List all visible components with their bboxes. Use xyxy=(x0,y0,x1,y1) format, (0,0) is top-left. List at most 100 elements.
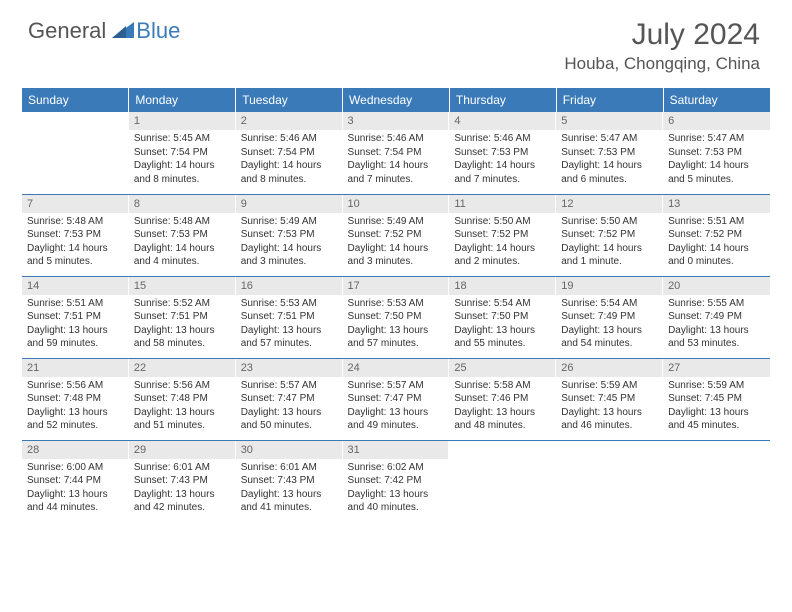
day-details: Sunrise: 5:53 AMSunset: 7:50 PMDaylight:… xyxy=(343,295,450,355)
day-number: 24 xyxy=(343,359,450,377)
day-details: Sunrise: 5:46 AMSunset: 7:54 PMDaylight:… xyxy=(236,130,343,190)
calendar-week: 21Sunrise: 5:56 AMSunset: 7:48 PMDayligh… xyxy=(22,358,770,440)
day-details: Sunrise: 5:48 AMSunset: 7:53 PMDaylight:… xyxy=(129,213,236,273)
calendar-cell: 27Sunrise: 5:59 AMSunset: 7:45 PMDayligh… xyxy=(663,358,770,440)
calendar-cell: 31Sunrise: 6:02 AMSunset: 7:42 PMDayligh… xyxy=(343,440,450,522)
calendar-cell: 19Sunrise: 5:54 AMSunset: 7:49 PMDayligh… xyxy=(556,276,663,358)
day-number: 2 xyxy=(236,112,343,130)
calendar-cell: 22Sunrise: 5:56 AMSunset: 7:48 PMDayligh… xyxy=(129,358,236,440)
calendar-cell: 16Sunrise: 5:53 AMSunset: 7:51 PMDayligh… xyxy=(236,276,343,358)
day-number: 13 xyxy=(663,195,770,213)
calendar-cell: 11Sunrise: 5:50 AMSunset: 7:52 PMDayligh… xyxy=(449,194,556,276)
day-details: Sunrise: 5:53 AMSunset: 7:51 PMDaylight:… xyxy=(236,295,343,355)
day-details: Sunrise: 5:54 AMSunset: 7:49 PMDaylight:… xyxy=(556,295,663,355)
day-header: Sunday xyxy=(22,88,129,112)
logo-text-general: General xyxy=(28,18,106,44)
calendar-cell: 25Sunrise: 5:58 AMSunset: 7:46 PMDayligh… xyxy=(449,358,556,440)
day-details: Sunrise: 5:55 AMSunset: 7:49 PMDaylight:… xyxy=(663,295,770,355)
calendar-cell: 15Sunrise: 5:52 AMSunset: 7:51 PMDayligh… xyxy=(129,276,236,358)
calendar-cell: 21Sunrise: 5:56 AMSunset: 7:48 PMDayligh… xyxy=(22,358,129,440)
logo-triangle-icon xyxy=(112,20,134,43)
day-number: 5 xyxy=(556,112,663,130)
day-details: Sunrise: 5:57 AMSunset: 7:47 PMDaylight:… xyxy=(343,377,450,437)
day-number: 14 xyxy=(22,277,129,295)
calendar-cell: 18Sunrise: 5:54 AMSunset: 7:50 PMDayligh… xyxy=(449,276,556,358)
day-details: Sunrise: 5:50 AMSunset: 7:52 PMDaylight:… xyxy=(556,213,663,273)
month-title: July 2024 xyxy=(564,18,760,52)
day-number: 30 xyxy=(236,441,343,459)
calendar-cell: 20Sunrise: 5:55 AMSunset: 7:49 PMDayligh… xyxy=(663,276,770,358)
day-details: Sunrise: 5:46 AMSunset: 7:54 PMDaylight:… xyxy=(343,130,450,190)
day-details: Sunrise: 5:49 AMSunset: 7:53 PMDaylight:… xyxy=(236,213,343,273)
day-details: Sunrise: 5:45 AMSunset: 7:54 PMDaylight:… xyxy=(129,130,236,190)
day-number: 15 xyxy=(129,277,236,295)
day-details: Sunrise: 5:54 AMSunset: 7:50 PMDaylight:… xyxy=(449,295,556,355)
calendar-week: 7Sunrise: 5:48 AMSunset: 7:53 PMDaylight… xyxy=(22,194,770,276)
calendar-cell xyxy=(22,112,129,194)
day-details: Sunrise: 5:58 AMSunset: 7:46 PMDaylight:… xyxy=(449,377,556,437)
calendar-cell: 2Sunrise: 5:46 AMSunset: 7:54 PMDaylight… xyxy=(236,112,343,194)
day-details: Sunrise: 6:02 AMSunset: 7:42 PMDaylight:… xyxy=(343,459,450,519)
day-details: Sunrise: 5:51 AMSunset: 7:51 PMDaylight:… xyxy=(22,295,129,355)
calendar-week: 1Sunrise: 5:45 AMSunset: 7:54 PMDaylight… xyxy=(22,112,770,194)
day-number: 23 xyxy=(236,359,343,377)
calendar-cell: 5Sunrise: 5:47 AMSunset: 7:53 PMDaylight… xyxy=(556,112,663,194)
day-details: Sunrise: 5:56 AMSunset: 7:48 PMDaylight:… xyxy=(22,377,129,437)
calendar-week: 28Sunrise: 6:00 AMSunset: 7:44 PMDayligh… xyxy=(22,440,770,522)
calendar-cell: 24Sunrise: 5:57 AMSunset: 7:47 PMDayligh… xyxy=(343,358,450,440)
day-number: 18 xyxy=(449,277,556,295)
calendar-cell: 7Sunrise: 5:48 AMSunset: 7:53 PMDaylight… xyxy=(22,194,129,276)
day-details: Sunrise: 5:46 AMSunset: 7:53 PMDaylight:… xyxy=(449,130,556,190)
day-details: Sunrise: 5:47 AMSunset: 7:53 PMDaylight:… xyxy=(556,130,663,190)
day-details: Sunrise: 6:01 AMSunset: 7:43 PMDaylight:… xyxy=(236,459,343,519)
day-header: Saturday xyxy=(663,88,770,112)
calendar-cell: 1Sunrise: 5:45 AMSunset: 7:54 PMDaylight… xyxy=(129,112,236,194)
day-number: 6 xyxy=(663,112,770,130)
calendar-cell xyxy=(556,440,663,522)
day-details: Sunrise: 5:59 AMSunset: 7:45 PMDaylight:… xyxy=(663,377,770,437)
day-details: Sunrise: 5:52 AMSunset: 7:51 PMDaylight:… xyxy=(129,295,236,355)
day-number: 20 xyxy=(663,277,770,295)
calendar-grid: SundayMondayTuesdayWednesdayThursdayFrid… xyxy=(22,88,770,522)
day-number: 21 xyxy=(22,359,129,377)
calendar-cell: 23Sunrise: 5:57 AMSunset: 7:47 PMDayligh… xyxy=(236,358,343,440)
calendar-cell: 10Sunrise: 5:49 AMSunset: 7:52 PMDayligh… xyxy=(343,194,450,276)
calendar-cell: 17Sunrise: 5:53 AMSunset: 7:50 PMDayligh… xyxy=(343,276,450,358)
day-number: 26 xyxy=(556,359,663,377)
day-number: 9 xyxy=(236,195,343,213)
calendar-cell: 12Sunrise: 5:50 AMSunset: 7:52 PMDayligh… xyxy=(556,194,663,276)
day-details: Sunrise: 5:47 AMSunset: 7:53 PMDaylight:… xyxy=(663,130,770,190)
calendar-cell xyxy=(449,440,556,522)
day-number: 10 xyxy=(343,195,450,213)
day-number: 22 xyxy=(129,359,236,377)
calendar-cell: 8Sunrise: 5:48 AMSunset: 7:53 PMDaylight… xyxy=(129,194,236,276)
day-number: 31 xyxy=(343,441,450,459)
day-header: Wednesday xyxy=(343,88,450,112)
day-header: Monday xyxy=(129,88,236,112)
calendar-cell: 28Sunrise: 6:00 AMSunset: 7:44 PMDayligh… xyxy=(22,440,129,522)
calendar-cell: 13Sunrise: 5:51 AMSunset: 7:52 PMDayligh… xyxy=(663,194,770,276)
day-number: 12 xyxy=(556,195,663,213)
day-details: Sunrise: 5:49 AMSunset: 7:52 PMDaylight:… xyxy=(343,213,450,273)
day-header: Tuesday xyxy=(236,88,343,112)
day-number: 28 xyxy=(22,441,129,459)
day-details: Sunrise: 6:00 AMSunset: 7:44 PMDaylight:… xyxy=(22,459,129,519)
day-number: 17 xyxy=(343,277,450,295)
title-block: July 2024 Houba, Chongqing, China xyxy=(564,18,764,74)
calendar-cell: 14Sunrise: 5:51 AMSunset: 7:51 PMDayligh… xyxy=(22,276,129,358)
day-number: 1 xyxy=(129,112,236,130)
day-number: 27 xyxy=(663,359,770,377)
day-number: 11 xyxy=(449,195,556,213)
calendar-cell: 26Sunrise: 5:59 AMSunset: 7:45 PMDayligh… xyxy=(556,358,663,440)
day-details: Sunrise: 5:50 AMSunset: 7:52 PMDaylight:… xyxy=(449,213,556,273)
day-header: Thursday xyxy=(449,88,556,112)
day-details: Sunrise: 5:57 AMSunset: 7:47 PMDaylight:… xyxy=(236,377,343,437)
calendar-cell: 4Sunrise: 5:46 AMSunset: 7:53 PMDaylight… xyxy=(449,112,556,194)
day-number: 19 xyxy=(556,277,663,295)
day-details: Sunrise: 5:59 AMSunset: 7:45 PMDaylight:… xyxy=(556,377,663,437)
day-details: Sunrise: 5:48 AMSunset: 7:53 PMDaylight:… xyxy=(22,213,129,273)
day-header-row: SundayMondayTuesdayWednesdayThursdayFrid… xyxy=(22,88,770,112)
calendar-cell: 29Sunrise: 6:01 AMSunset: 7:43 PMDayligh… xyxy=(129,440,236,522)
calendar-cell xyxy=(663,440,770,522)
day-number: 7 xyxy=(22,195,129,213)
